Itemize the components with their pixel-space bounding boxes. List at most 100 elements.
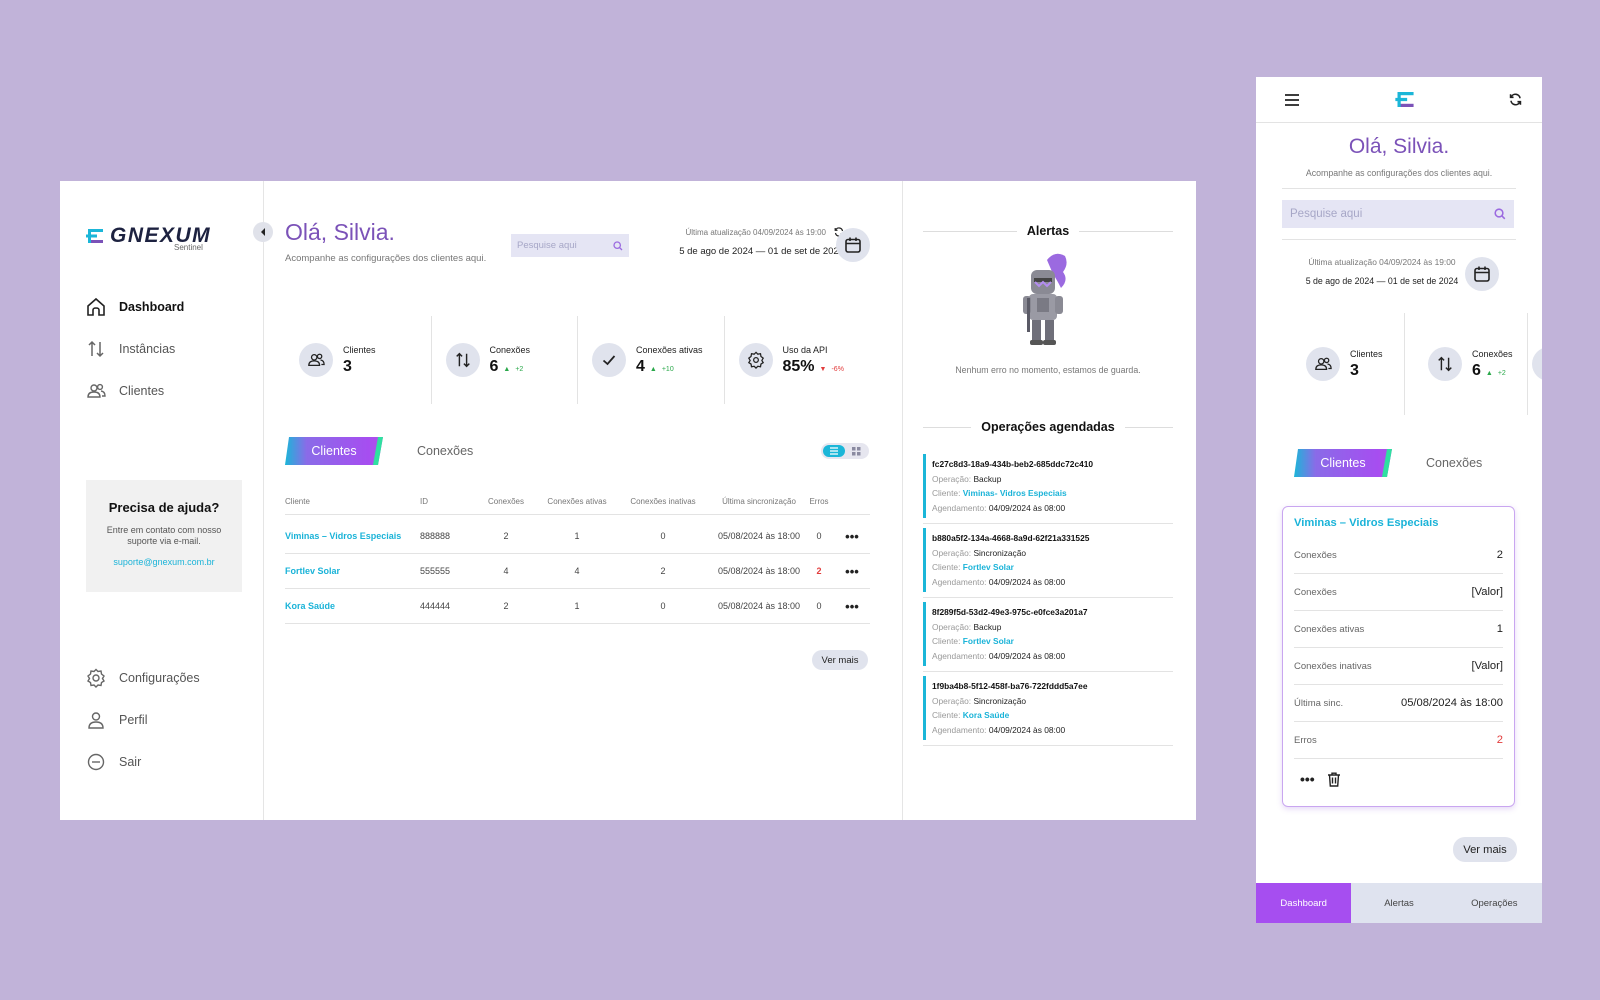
gear-icon — [87, 668, 105, 688]
tab-conexoes[interactable]: Conexões — [417, 444, 474, 458]
card-value: 2 — [1496, 549, 1503, 561]
stats-carousel[interactable]: Clientes 3 Conexões 6 ▲ +2 — [1256, 313, 1542, 415]
sort-arrows-icon — [1438, 356, 1452, 372]
gnexum-logo-icon[interactable] — [1394, 92, 1415, 107]
bottom-nav-operacoes[interactable]: Operações — [1471, 897, 1518, 909]
stat-clientes: Clientes 3 — [285, 316, 432, 404]
sidebar-item-perfil[interactable]: Perfil — [86, 699, 256, 741]
client-link[interactable]: Viminas – Vidros Especiais — [1294, 517, 1439, 529]
sidebar-item-dashboard[interactable]: Dashboard — [86, 286, 256, 328]
date-picker-button[interactable] — [836, 228, 870, 262]
sidebar-item-sair[interactable]: Sair — [86, 741, 256, 783]
search-input[interactable]: Pesquise aqui — [1282, 200, 1514, 228]
clients-table: Cliente ID Conexões Conexões ativas Cone… — [285, 488, 870, 624]
user-icon — [88, 712, 104, 729]
bottom-nav-dashboard[interactable]: Dashboard — [1256, 883, 1352, 923]
cell-id: 444444 — [420, 601, 451, 611]
schedule-value: 04/09/2024 às 08:00 — [988, 724, 1066, 735]
more-icon[interactable]: ••• — [845, 528, 859, 544]
collapse-sidebar-button[interactable] — [253, 222, 273, 242]
refresh-icon[interactable] — [1509, 93, 1522, 106]
stat-delta: +10 — [661, 365, 674, 373]
operation-type: Sincronização — [973, 695, 1027, 706]
column-header: Última sincronização — [722, 496, 796, 506]
view-tabs: Clientes Conexões — [285, 437, 473, 465]
client-link[interactable]: Fortlev Solar — [962, 562, 1014, 572]
search-icon — [613, 240, 623, 250]
more-icon[interactable]: ••• — [845, 598, 859, 614]
client-link[interactable]: Kora Saúde — [962, 710, 1010, 720]
client-card: Viminas – Vidros Especiais Conexões 2 Con… — [1282, 506, 1515, 807]
card-row: Conexões 2 — [1294, 537, 1503, 574]
brand-logo[interactable]: GNEXUM Sentinel — [86, 225, 211, 252]
date-range: 5 de ago de 2024 — 01 de set de 2024 — [679, 246, 844, 257]
sort-arrows-icon — [455, 352, 470, 368]
desktop-dashboard: GNEXUM Sentinel Dashboard Instâncias Cli… — [60, 181, 1196, 820]
stat-label: Conexões ativas — [636, 344, 703, 355]
client-label: Cliente: — [932, 710, 961, 720]
grid-view-button[interactable] — [845, 445, 867, 457]
brand-sub: Sentinel — [174, 243, 203, 252]
sidebar-item-clientes[interactable]: Clientes — [86, 370, 256, 412]
list-item[interactable]: 1f9ba4b8-5f12-458f-ba76-722fddd5a7ee Ope… — [923, 676, 1173, 746]
table-header: Cliente ID Conexões Conexões ativas Cone… — [285, 488, 870, 515]
trend-up-icon: ▲ — [1485, 369, 1493, 377]
operation-label: Operação: — [932, 473, 972, 484]
stat-delta: -6% — [831, 365, 844, 373]
schedule-value: 04/09/2024 às 08:00 — [988, 502, 1066, 513]
hamburger-menu-icon[interactable] — [1284, 93, 1300, 107]
grid-icon — [851, 446, 860, 455]
table-row: Viminas – Vidros Especiais 888888 2 1 0 … — [285, 519, 870, 554]
list-view-button[interactable] — [823, 445, 845, 457]
client-link[interactable]: Fortlev Solar — [962, 636, 1014, 646]
list-item[interactable]: b880a5f2-134a-4668-8a9d-62f21a331525 Ope… — [923, 528, 1173, 598]
page-title: Olá, Silvia. — [1348, 135, 1450, 158]
client-label: Cliente: — [932, 636, 961, 646]
view-toggle — [821, 443, 869, 459]
card-row: Última sinc. 05/08/2024 às 18:00 — [1294, 685, 1503, 722]
client-link[interactable]: Kora Saúde — [285, 601, 336, 611]
client-link[interactable]: Fortlev Solar — [285, 566, 341, 576]
operation-label: Operação: — [932, 547, 972, 558]
last-update-info: Última atualização 04/09/2024 às 19:00 5… — [624, 227, 844, 257]
list-item[interactable]: 8f289f5d-53d2-49e3-975c-e0fce3a201a7 Ope… — [923, 602, 1173, 672]
cell-inativas: 0 — [660, 601, 666, 611]
tab-clientes[interactable]: Clientes — [1294, 449, 1392, 477]
schedule-value: 04/09/2024 às 08:00 — [988, 576, 1066, 587]
tab-conexoes[interactable]: Conexões — [1426, 456, 1483, 470]
schedule-label: Agendamento: — [932, 502, 987, 513]
search-placeholder: Pesquise aqui — [517, 240, 577, 251]
view-tabs: Clientes Conexões — [1294, 449, 1482, 477]
stat-conexoes-ativas: Conexões ativas 4 ▲ +10 — [578, 316, 725, 404]
list-item[interactable]: fc27c8d3-18a9-434b-beb2-685ddc72c410 Ope… — [923, 454, 1173, 524]
table-row: Fortlev Solar 555555 4 4 2 05/08/2024 às… — [285, 554, 870, 589]
tab-clientes[interactable]: Clientes — [285, 437, 383, 465]
sidebar-item-instancias[interactable]: Instâncias — [86, 328, 256, 370]
bottom-nav-alertas[interactable]: Alertas — [1384, 897, 1414, 909]
search-input[interactable]: Pesquise aqui — [511, 234, 629, 257]
stat-value: 6 — [1472, 361, 1481, 379]
client-link[interactable]: Viminas- Vidros Especiais — [962, 488, 1067, 498]
ver-mais-button[interactable]: Ver mais — [1453, 837, 1517, 862]
divider — [1282, 188, 1516, 189]
column-header: Conexões ativas — [547, 496, 607, 506]
page-subtitle: Acompanhe as configurações dos clientes … — [285, 253, 487, 264]
ver-mais-button[interactable]: Ver mais — [812, 650, 868, 670]
date-picker-button[interactable] — [1465, 257, 1499, 291]
tab-active-bg — [285, 437, 383, 465]
trash-icon[interactable] — [1327, 772, 1341, 787]
support-email-link[interactable]: suporte@gnexum.com.br — [113, 557, 215, 567]
search-placeholder: Pesquise aqui — [1290, 208, 1363, 220]
right-panel: Alertas Nenhum erro no momento, estamos … — [903, 181, 1196, 820]
more-icon[interactable]: ••• — [1300, 771, 1315, 787]
cell-sync: 05/08/2024 às 18:00 — [717, 566, 801, 576]
card-actions: ••• — [1294, 759, 1503, 799]
cell-inativas: 0 — [660, 531, 666, 541]
trend-up-icon: ▲ — [503, 365, 511, 373]
client-link[interactable]: Viminas – Vidros Especiais — [285, 531, 402, 541]
cell-erros: 0 — [816, 601, 822, 611]
more-icon[interactable]: ••• — [845, 563, 859, 579]
mobile-header — [1256, 77, 1542, 123]
card-label: Conexões inativas — [1294, 660, 1372, 672]
sidebar-item-configuracoes[interactable]: Configurações — [86, 657, 256, 699]
